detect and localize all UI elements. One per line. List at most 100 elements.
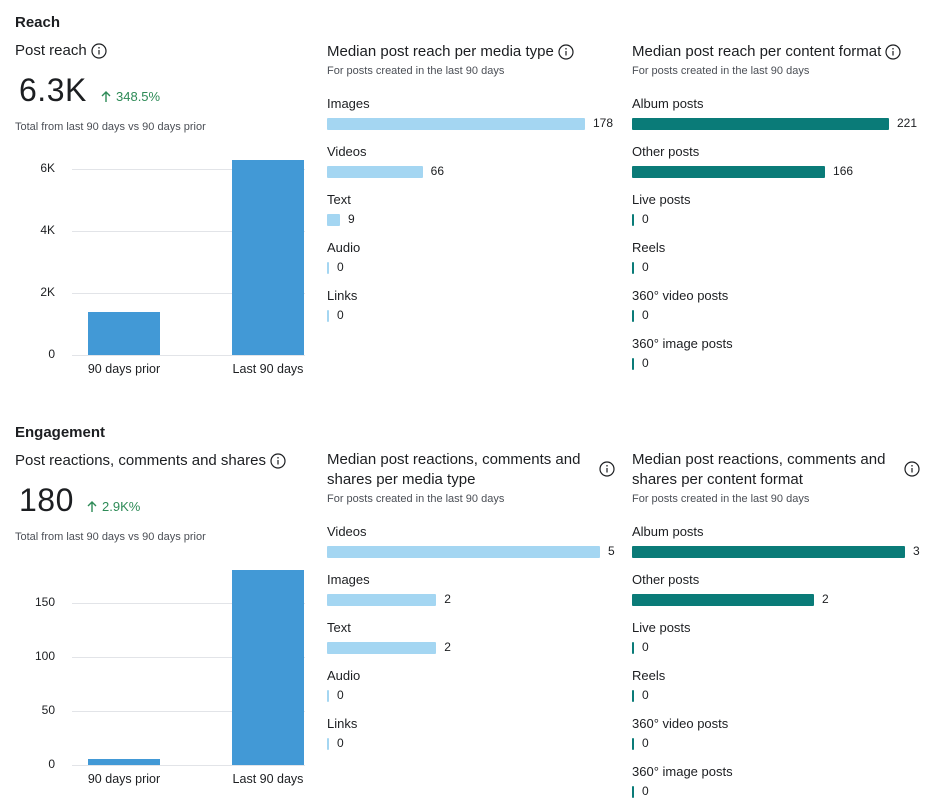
eng-content-format-title: Median post reactions, comments and shar… <box>632 451 886 488</box>
prcs-chart-gridline <box>72 765 305 766</box>
eng-media-category-label: Images <box>327 572 370 587</box>
info-icon[interactable] <box>270 452 286 469</box>
eng-format-value-label: 0 <box>642 736 649 750</box>
reach-content-format-subtitle: For posts created in the last 90 days <box>632 65 810 77</box>
eng-media-value-label: 2 <box>444 640 451 654</box>
eng-content-format-header: Median post reactions, comments and shar… <box>632 450 932 505</box>
eng-format-category-label: Live posts <box>632 620 691 635</box>
reach-format-category-label: Live posts <box>632 192 691 207</box>
reach-section-title: Reach <box>15 14 61 31</box>
eng-media-bar[interactable] <box>327 738 329 750</box>
reach-format-value-label: 166 <box>833 164 854 178</box>
eng-format-bar[interactable] <box>632 642 634 654</box>
reach-media-bar[interactable] <box>327 214 341 226</box>
reach-media-category-label: Images <box>327 96 370 111</box>
eng-content-format-title-row: Median post reactions, comments and shar… <box>632 450 932 490</box>
eng-format-value-label: 3 <box>913 544 920 558</box>
reach-format-bar[interactable] <box>632 214 634 226</box>
reach-media-bar[interactable] <box>327 262 329 274</box>
eng-media-value-label: 0 <box>337 688 344 702</box>
eng-media-category-label: Links <box>327 716 358 731</box>
post-reach-chart: 0 2K 4K 6K 90 days prior Last 90 days <box>30 160 320 385</box>
prcs-chart-y-tick: 150 <box>34 594 55 609</box>
info-icon[interactable] <box>91 42 107 59</box>
eng-media-type-title: Median post reactions, comments and shar… <box>327 451 581 488</box>
post-reach-title: Post reach <box>15 42 107 59</box>
eng-format-bar[interactable] <box>632 546 905 558</box>
reach-media-bar[interactable] <box>327 310 329 322</box>
reach-content-format-title: Median post reach per content format <box>632 43 882 60</box>
eng-format-bar[interactable] <box>632 786 634 798</box>
post-reach-value: 6.3K <box>19 72 87 108</box>
eng-media-value-label: 2 <box>444 592 451 606</box>
eng-format-category-label: Album posts <box>632 524 704 539</box>
eng-format-bar[interactable] <box>632 690 634 702</box>
eng-format-bar[interactable] <box>632 594 814 606</box>
eng-media-bar[interactable] <box>327 546 600 558</box>
post-reach-delta: 348.5% <box>100 89 160 104</box>
info-icon[interactable] <box>885 44 901 60</box>
reach-format-value-label: 0 <box>642 212 649 226</box>
reach-chart-bar[interactable] <box>232 160 304 355</box>
reach-content-format-title-row: Median post reach per content format <box>632 42 932 62</box>
eng-media-bar[interactable] <box>327 594 437 606</box>
prcs-chart-y-tick: 100 <box>34 648 55 663</box>
reach-chart-x-label: 90 days prior <box>87 362 161 376</box>
reach-media-type-title: Median post reach per media type <box>327 43 554 60</box>
reach-media-bar[interactable] <box>327 118 585 130</box>
eng-media-bar[interactable] <box>327 642 437 654</box>
reach-format-category-label: 360° image posts <box>632 336 733 351</box>
info-icon[interactable] <box>904 461 920 477</box>
reach-media-value-label: 9 <box>348 212 355 226</box>
reach-chart-x-label: Last 90 days <box>232 362 304 376</box>
reach-chart-gridline <box>72 231 305 233</box>
prcs-chart-x-label: Last 90 days <box>232 772 304 786</box>
info-icon[interactable] <box>599 461 615 477</box>
reach-format-bar[interactable] <box>632 166 826 178</box>
reach-format-value-label: 221 <box>897 116 918 130</box>
prcs-chart-bar[interactable] <box>88 758 160 765</box>
eng-format-value-label: 0 <box>642 640 649 654</box>
reach-chart-y-tick: 2K <box>40 285 55 300</box>
post-reach-title-text: Post reach <box>15 42 87 59</box>
eng-format-bar[interactable] <box>632 738 634 750</box>
prcs-delta-text: 2.9K% <box>102 499 141 514</box>
eng-media-category-label: Text <box>327 620 351 635</box>
arrow-up-icon <box>87 501 97 512</box>
prcs-chart-gridline <box>72 656 305 658</box>
reach-format-bar[interactable] <box>632 118 889 130</box>
reach-chart-gridline <box>72 293 305 295</box>
reach-media-bar[interactable] <box>327 166 423 178</box>
reach-media-value-label: 0 <box>337 308 344 322</box>
reach-format-value-label: 0 <box>642 260 649 274</box>
prcs-chart: 0 50 100 150 90 days prior Last 90 days <box>30 570 320 795</box>
eng-format-value-label: 0 <box>642 688 649 702</box>
reach-media-category-label: Links <box>327 288 358 303</box>
arrow-up-icon <box>101 91 111 102</box>
eng-format-value-label: 0 <box>642 784 649 798</box>
reach-format-category-label: 360° video posts <box>632 288 729 303</box>
reach-format-bar[interactable] <box>632 358 634 370</box>
reach-chart-y-tick: 6K <box>40 161 55 176</box>
eng-format-category-label: 360° image posts <box>632 764 733 779</box>
reach-chart-y-tick: 4K <box>40 223 55 238</box>
reach-media-category-label: Text <box>327 192 351 207</box>
prcs-chart-gridline <box>72 710 305 712</box>
engagement-section-title: Engagement <box>15 424 106 441</box>
reach-format-bar[interactable] <box>632 310 634 322</box>
reach-format-bar[interactable] <box>632 262 634 274</box>
prcs-chart-y-tick: 0 <box>48 757 55 771</box>
eng-media-type-subtitle: For posts created in the last 90 days <box>327 493 505 505</box>
prcs-chart-bar[interactable] <box>232 570 304 765</box>
eng-media-value-label: 5 <box>608 544 615 558</box>
eng-media-category-label: Videos <box>327 524 367 539</box>
reach-media-value-label: 178 <box>593 116 614 130</box>
eng-media-bar[interactable] <box>327 690 329 702</box>
info-icon[interactable] <box>558 44 574 60</box>
reach-chart-bar[interactable] <box>88 311 160 355</box>
prcs-value: 180 <box>19 482 74 518</box>
prcs-chart-x-label: 90 days prior <box>87 772 161 786</box>
reach-media-category-label: Videos <box>327 144 367 159</box>
reach-content-format-header: Median post reach per content format For… <box>632 42 932 77</box>
eng-format-category-label: Other posts <box>632 572 700 587</box>
